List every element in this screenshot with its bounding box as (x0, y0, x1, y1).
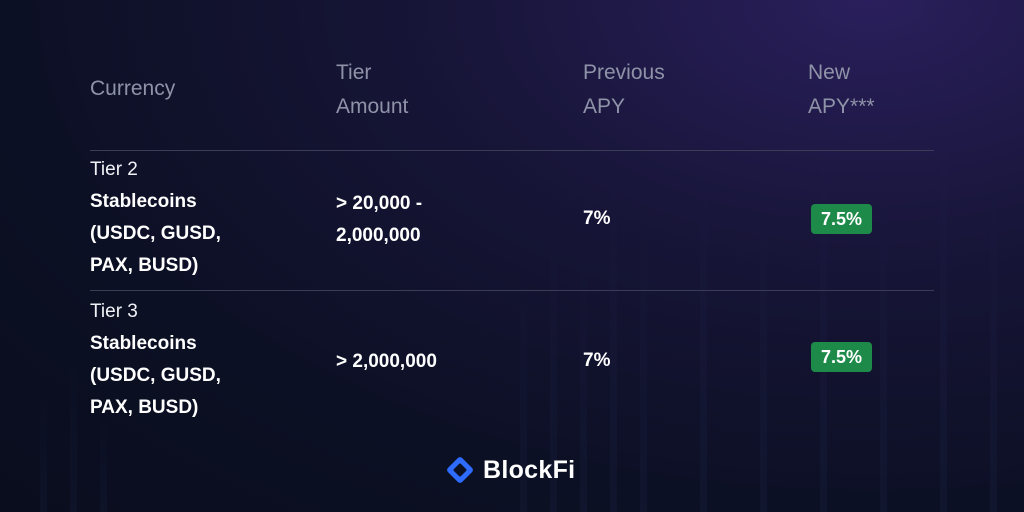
header-currency: Currency (90, 77, 176, 100)
previous-apy: 7% (583, 208, 611, 229)
table-row: Tier 3 Stablecoins (USDC, GUSD, PAX, BUS… (90, 296, 934, 432)
tier-amount: > 20,000 - 2,000,000 (336, 193, 423, 246)
new-apy-badge: 7.5% (811, 204, 873, 234)
table-row: Tier 2 Stablecoins (USDC, GUSD, PAX, BUS… (90, 154, 934, 290)
currency-name: Stablecoins (USDC, GUSD, PAX, BUSD) (90, 191, 221, 276)
header-tier-amount: Tier Amount (336, 61, 409, 118)
new-apy-badge: 7.5% (811, 342, 873, 372)
header-new-apy: New APY*** (808, 61, 875, 118)
brand-name: BlockFi (483, 455, 576, 484)
blockfi-logo-icon (443, 453, 477, 487)
tier-amount: > 2,000,000 (336, 351, 437, 372)
previous-apy: 7% (583, 350, 611, 371)
tier-label: Tier 2 (90, 159, 138, 180)
currency-name: Stablecoins (USDC, GUSD, PAX, BUSD) (90, 333, 221, 418)
table-header: Currency Tier Amount Previous APY New AP… (90, 56, 934, 150)
tier-label: Tier 3 (90, 301, 138, 322)
header-previous-apy: Previous APY (583, 61, 665, 118)
divider (90, 290, 934, 291)
blockfi-logo: BlockFi (443, 452, 575, 488)
divider (90, 150, 934, 151)
